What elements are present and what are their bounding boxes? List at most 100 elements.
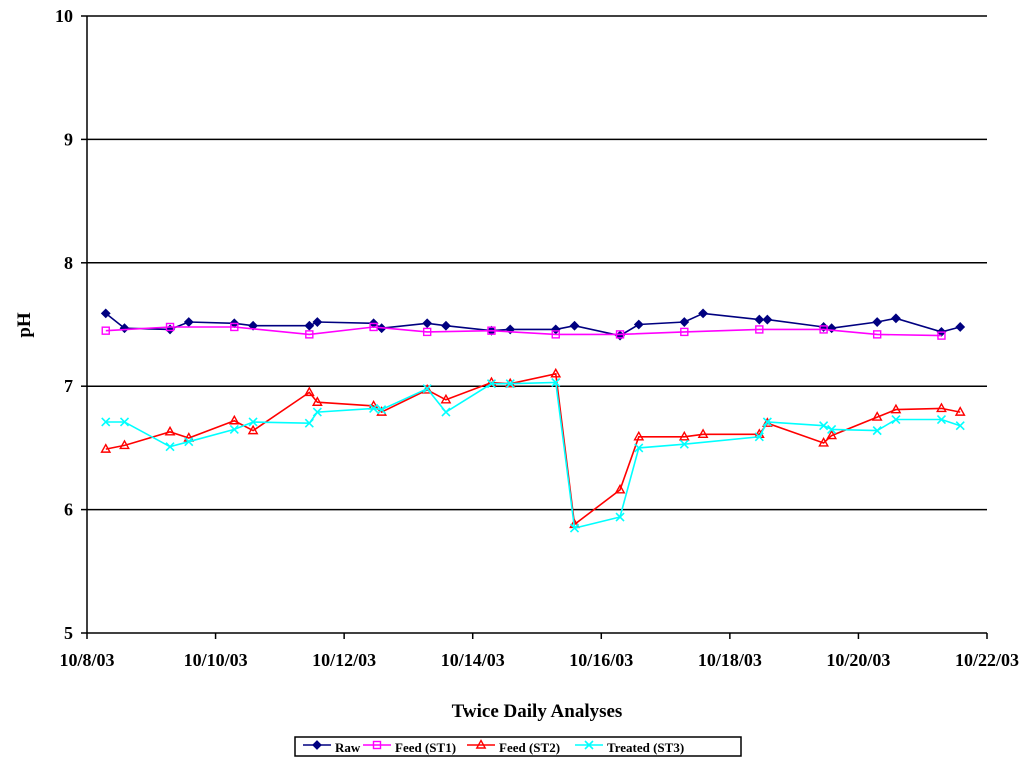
series-2-point-14 xyxy=(550,367,562,378)
series-3-point-2-stroke-b xyxy=(165,442,175,452)
series-1-point-9 xyxy=(680,327,689,337)
series-1-point-3 xyxy=(305,330,314,339)
legend-label-3: Treated (ST3) xyxy=(607,740,684,755)
legend-item-1: Feed (ST1) xyxy=(363,740,456,755)
series-2-point-16 xyxy=(614,483,626,494)
series-1-point-7 xyxy=(551,330,560,339)
series-1-point-1 xyxy=(165,322,175,332)
series-2-point-22 xyxy=(818,437,830,447)
y-tick-label-6: 6 xyxy=(64,500,73,520)
series-2-point-6 xyxy=(303,386,315,397)
series-3-point-26-stroke-b xyxy=(955,421,965,431)
series-1-point-0 xyxy=(101,326,110,335)
series-3-point-6 xyxy=(304,418,314,428)
series-1-point-6 xyxy=(487,326,496,335)
x-tick-label-1: 10/10/03 xyxy=(184,650,248,670)
series-3-point-3-stroke-b xyxy=(184,437,194,447)
series-2-point-0 xyxy=(100,443,112,453)
series-3-point-7-stroke-b xyxy=(312,407,322,417)
series-3-point-5 xyxy=(248,417,258,427)
x-tick-label-3: 10/14/03 xyxy=(441,650,505,670)
series-1-point-4 xyxy=(369,322,378,332)
x-axis-title: Twice Daily Analyses xyxy=(452,701,623,722)
series-3-point-11-stroke-b xyxy=(441,407,451,417)
series-3-point-14-stroke-b xyxy=(551,377,561,388)
series-3-point-25-stroke-b xyxy=(936,414,947,425)
series-0-point-15 xyxy=(569,320,580,331)
legend-marker-3 xyxy=(584,740,594,750)
series-2-point-2 xyxy=(164,425,176,436)
series-3-point-13 xyxy=(505,379,515,389)
series-2-point-11 xyxy=(440,393,452,404)
series-3-point-23-stroke-b xyxy=(872,426,882,436)
series-2-point-5 xyxy=(247,424,259,435)
series-2-point-24 xyxy=(871,411,883,421)
series-3-point-6-stroke-b xyxy=(304,418,314,428)
y-tick-label-5: 5 xyxy=(64,623,73,643)
series-1-point-8 xyxy=(615,330,625,339)
legend-item-3: Treated (ST3) xyxy=(575,740,684,755)
series-2-point-23 xyxy=(826,429,838,440)
series-3-point-9 xyxy=(377,405,387,415)
series-3 xyxy=(101,377,965,533)
series-0-point-6 xyxy=(304,320,315,331)
legend-marker-3-stroke-b xyxy=(584,740,594,750)
legend: Raw Feed (ST1) Feed (ST2) Treated (ST3) xyxy=(294,736,742,757)
legend-label-0: Raw xyxy=(335,740,361,755)
x-tick-label-5: 10/18/03 xyxy=(698,650,762,670)
series-3-point-26 xyxy=(955,421,965,431)
series-1-point-5 xyxy=(422,327,432,337)
series-3-point-20-stroke-b xyxy=(762,417,772,427)
y-tick-label-9: 9 xyxy=(64,129,73,149)
series-2-point-19 xyxy=(697,428,709,439)
series-3-point-4-stroke-b xyxy=(229,424,239,434)
series-3-point-3 xyxy=(184,437,194,447)
series-1-point-12 xyxy=(872,330,882,339)
series-3-point-21 xyxy=(819,421,829,431)
series-3-point-0-stroke-b xyxy=(101,417,111,427)
series-3-point-16 xyxy=(615,512,625,522)
series-0-point-21 xyxy=(762,314,773,325)
series-3-point-18-stroke-b xyxy=(679,439,689,449)
series-3-point-12-stroke-b xyxy=(486,379,497,389)
series-3-point-22 xyxy=(827,424,837,434)
series-0-point-27 xyxy=(955,322,966,332)
tick-labels: 5 6 7 8 9 10 10/8/03 10/10/03 10/12/03 10/14/03 10… xyxy=(55,6,1019,670)
series-3-point-10 xyxy=(422,384,432,394)
series-2-point-18 xyxy=(678,430,690,441)
legend-label-1: Feed (ST1) xyxy=(395,740,456,755)
y-tick-label-8: 8 xyxy=(64,253,73,273)
series-0-point-18 xyxy=(679,317,690,327)
axes xyxy=(81,15,988,639)
series-1-point-11 xyxy=(819,325,828,334)
series-2-point-25 xyxy=(890,403,902,414)
series-2-point-7 xyxy=(311,396,323,406)
y-tick-label-7: 7 xyxy=(64,376,73,396)
series-3-point-4 xyxy=(229,424,239,434)
x-tick-label-0: 10/8/03 xyxy=(59,650,114,670)
y-tick-label-10: 10 xyxy=(55,6,73,26)
legend-item-2: Feed (ST2) xyxy=(467,739,560,755)
series-3-point-23 xyxy=(872,426,882,436)
series-3-point-10-stroke-b xyxy=(422,384,432,394)
y-axis-title: pH xyxy=(14,312,35,338)
series-0-point-0 xyxy=(100,308,111,319)
series-layer xyxy=(100,308,966,533)
series-3-point-1 xyxy=(119,417,130,427)
legend-box xyxy=(294,736,742,757)
series-1 xyxy=(101,322,946,340)
series-1-line xyxy=(105,326,942,337)
series-3-point-9-stroke-b xyxy=(377,405,387,415)
legend-item-0: Raw xyxy=(303,740,361,755)
series-3-point-16-stroke-b xyxy=(615,512,625,522)
series-1-point-10 xyxy=(755,325,764,334)
x-tick-label-2: 10/12/03 xyxy=(312,650,376,670)
series-3-point-2 xyxy=(165,442,175,452)
series-2-point-4 xyxy=(228,414,240,425)
series-0-point-20 xyxy=(754,314,765,325)
series-0-point-17 xyxy=(633,319,644,330)
legend-marker-1 xyxy=(372,740,382,750)
legend-label-2: Feed (ST2) xyxy=(499,740,560,755)
series-3-point-21-stroke-b xyxy=(819,421,829,431)
